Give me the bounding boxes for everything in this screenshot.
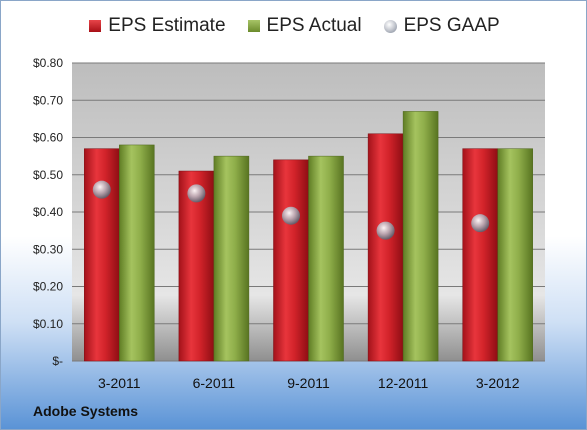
- legend-item-eps-actual: EPS Actual: [247, 15, 362, 37]
- bar-eps-estimate: [84, 148, 120, 362]
- legend-label-eps-gaap: EPS GAAP: [403, 15, 500, 36]
- bar-eps-estimate: [462, 148, 498, 362]
- marker-eps-gaap: [187, 184, 206, 203]
- y-tick-label: $0.30: [33, 242, 63, 256]
- bar-eps-actual: [402, 111, 439, 362]
- x-tick-label: 6-2011: [193, 375, 236, 391]
- bar-eps-estimate: [273, 159, 309, 362]
- legend-label-eps-actual: EPS Actual: [266, 15, 362, 36]
- y-tick-label: $0.20: [33, 280, 63, 294]
- legend-item-eps-gaap: EPS GAAP: [383, 15, 500, 37]
- y-tick-label: $0.40: [33, 205, 63, 219]
- x-tick-label: 9-2011: [287, 375, 330, 391]
- marker-eps-gaap: [471, 214, 490, 233]
- marker-eps-gaap: [282, 206, 300, 225]
- bar-eps-actual: [497, 148, 533, 362]
- legend-swatch-eps-actual: [247, 20, 260, 32]
- bar-eps-actual: [213, 155, 250, 362]
- legend: EPS Estimate EPS Actual EPS GAAP: [1, 15, 586, 37]
- y-tick-label: $0.70: [33, 93, 63, 107]
- x-tick-label: 12-2011: [378, 375, 429, 391]
- x-tick-label: 3-2011: [98, 375, 141, 391]
- bar-eps-actual: [308, 155, 344, 362]
- y-tick-label: $0.10: [33, 317, 63, 331]
- y-tick-label: $0.80: [33, 56, 63, 70]
- marker-eps-gaap: [92, 180, 111, 199]
- legend-swatch-eps-estimate: [89, 20, 102, 32]
- legend-item-eps-estimate: EPS Estimate: [89, 15, 226, 37]
- bar-eps-actual: [119, 144, 155, 362]
- company-label: Adobe Systems: [33, 403, 139, 419]
- marker-eps-gaap: [376, 221, 395, 240]
- y-tick-label: $0.50: [33, 168, 63, 182]
- y-tick-label: $0.60: [33, 131, 63, 145]
- bar-eps-estimate: [178, 170, 215, 362]
- legend-label-eps-estimate: EPS Estimate: [108, 15, 226, 36]
- y-tick-label: $-: [52, 354, 63, 368]
- bar-eps-estimate: [367, 133, 404, 362]
- legend-swatch-eps-gaap: [383, 19, 397, 33]
- x-tick-label: 3-2012: [476, 375, 520, 391]
